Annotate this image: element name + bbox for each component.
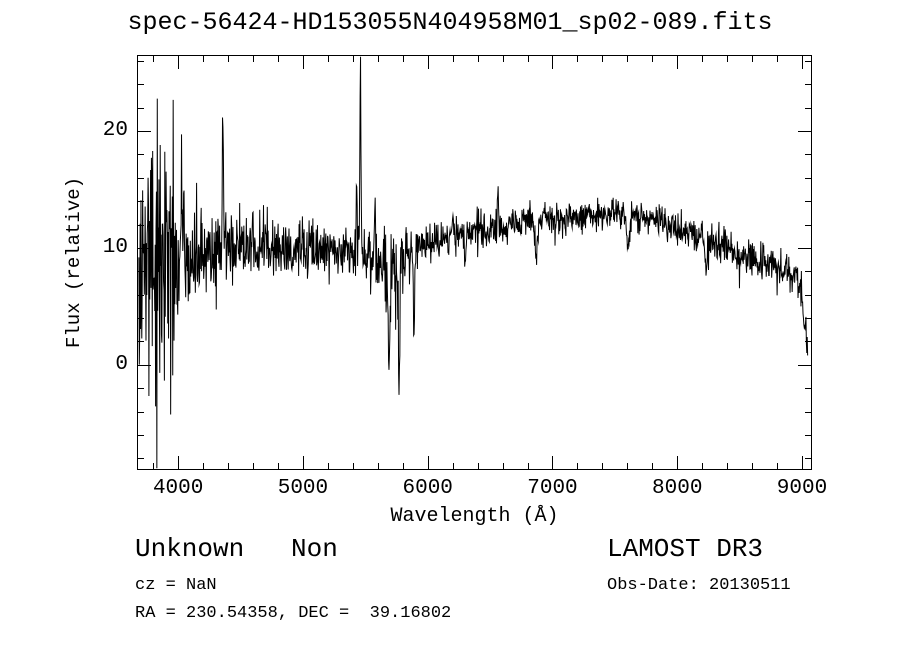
y-tick-label: 0 xyxy=(115,352,128,376)
x-tick-label: 8000 xyxy=(652,477,703,500)
x-axis-label: Wavelength (Å) xyxy=(390,505,559,528)
x-tick-label: 7000 xyxy=(527,477,578,500)
cz-value: cz = NaN xyxy=(135,576,217,595)
x-tick-label: 5000 xyxy=(277,477,329,500)
x-tick-label: 6000 xyxy=(402,477,453,500)
radec-value: RA = 230.54358, DEC = 39.16802 xyxy=(135,604,452,623)
y-tick-label: 10 xyxy=(102,235,128,259)
x-tick-label: 9000 xyxy=(776,477,828,500)
x-tick-label: 4000 xyxy=(152,477,204,500)
chart-title: spec-56424-HD153055N404958M01_sp02-089.f… xyxy=(127,8,773,37)
spectrum-plot-canvas xyxy=(137,55,812,470)
class-label: Unknown Non xyxy=(135,534,338,564)
y-tick-label: 20 xyxy=(102,118,128,142)
y-axis-label: Flux (relative) xyxy=(63,176,85,349)
obsdate-value: Obs-Date: 20130511 xyxy=(607,576,791,595)
survey-label: LAMOST DR3 xyxy=(607,534,764,564)
